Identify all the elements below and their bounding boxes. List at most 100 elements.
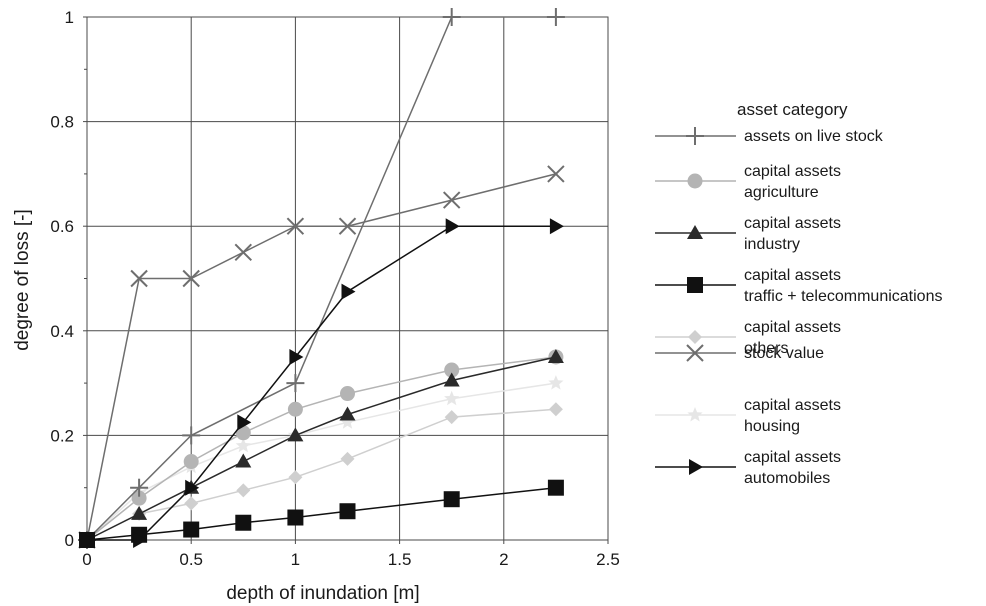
y-tick-label: 0.8	[50, 113, 74, 132]
series-layer	[78, 8, 565, 549]
legend-label: capital assets	[744, 163, 841, 180]
legend-entry: capital assets industry	[655, 215, 841, 253]
data-point	[547, 348, 564, 363]
legend-entry: stock value	[655, 344, 824, 362]
x-tick-label: 1.5	[388, 550, 412, 569]
series-5	[78, 165, 565, 549]
data-point	[444, 390, 460, 406]
data-point	[445, 218, 460, 235]
data-point	[287, 427, 304, 442]
legend-swatch-marker	[689, 459, 703, 475]
legend-swatch-marker	[687, 407, 703, 422]
series-line	[86, 486, 556, 541]
data-point	[235, 437, 251, 453]
legend-label: others	[744, 340, 788, 357]
y-tick-label: 0.2	[50, 426, 74, 445]
data-point	[289, 348, 304, 365]
series-7	[81, 218, 564, 548]
legend-swatch-marker	[688, 330, 702, 344]
series-line	[86, 16, 556, 541]
x-tick-label: 2	[499, 550, 508, 569]
legend-label: capital assets	[744, 215, 841, 232]
data-point	[547, 479, 564, 496]
data-point	[235, 514, 252, 531]
data-point	[444, 410, 459, 425]
data-point	[131, 490, 147, 506]
data-point	[341, 283, 356, 300]
series-line	[86, 382, 557, 541]
data-point	[286, 217, 305, 235]
data-point	[288, 470, 303, 485]
legend-entry: capital assets housing	[655, 397, 841, 435]
data-point	[287, 509, 304, 526]
data-point	[130, 269, 148, 288]
series-4	[80, 402, 563, 547]
legend-entry: capital assets traffic + telecommunicatio…	[655, 267, 942, 305]
legend-label: agriculture	[744, 184, 819, 201]
legend-entry: assets on live stock	[655, 127, 884, 145]
legend-label: assets on live stock	[744, 128, 884, 145]
tick-labels: 0 0.5 1 1.5 2 2.5 0 0.2 0.4 0.6 0.8 1	[50, 8, 619, 569]
data-point	[236, 483, 251, 498]
legend-label: capital assets	[744, 319, 841, 336]
axes	[83, 16, 609, 544]
data-point	[338, 217, 357, 235]
data-point	[185, 479, 200, 496]
data-point	[340, 451, 355, 466]
data-point	[286, 374, 305, 393]
legend-label: capital assets	[744, 397, 841, 414]
data-point	[81, 532, 95, 548]
x-axis-label: depth of inundation [m]	[226, 583, 419, 604]
data-point	[339, 406, 356, 421]
x-tick-label: 0	[82, 550, 91, 569]
series-line	[86, 356, 557, 541]
series-line	[87, 225, 556, 541]
series-line	[86, 173, 557, 541]
legend-label: stock value	[744, 345, 824, 362]
legend-label: capital assets	[744, 449, 841, 466]
data-point	[130, 478, 149, 497]
y-tick-label: 1	[65, 8, 74, 27]
series-3	[79, 479, 564, 548]
data-point	[182, 426, 201, 445]
data-point	[340, 386, 355, 402]
data-point	[183, 521, 200, 538]
series-2	[79, 348, 564, 546]
legend-label: capital assets	[744, 267, 841, 284]
x-tick-label: 1	[291, 550, 300, 569]
data-point	[443, 491, 460, 508]
series-line	[86, 356, 556, 541]
legend-label: housing	[744, 418, 800, 435]
series-0	[78, 8, 565, 549]
y-tick-label: 0	[65, 531, 74, 550]
legend-swatch-marker	[686, 127, 704, 145]
data-point	[287, 401, 303, 417]
legend-swatch-marker	[687, 225, 703, 239]
data-point	[442, 191, 461, 209]
y-tick-label: 0.4	[50, 322, 74, 341]
legend-label: traffic + telecommunications	[744, 288, 942, 305]
x-tick-label: 0.5	[179, 550, 203, 569]
data-point	[548, 375, 564, 390]
legend-swatch-marker	[687, 173, 703, 189]
legend-entry: capital assets agriculture	[655, 163, 841, 201]
data-point	[549, 218, 564, 235]
data-point	[339, 414, 356, 429]
data-point	[339, 503, 356, 520]
data-point	[182, 269, 200, 288]
series-1	[79, 349, 564, 548]
data-point	[234, 243, 253, 262]
legend-swatch-marker	[686, 344, 704, 362]
grid	[87, 17, 608, 540]
data-point	[133, 532, 148, 548]
data-point	[237, 414, 252, 431]
legend-title: asset category	[737, 100, 848, 119]
legend-entry: capital assets others	[655, 319, 841, 357]
data-point	[183, 454, 199, 470]
legend: asset category assets on live stock capit…	[655, 100, 942, 487]
x-tick-label: 2.5	[596, 550, 620, 569]
data-point	[443, 372, 460, 387]
legend-label: industry	[744, 236, 800, 253]
data-point	[131, 505, 148, 520]
series-line	[86, 408, 556, 541]
